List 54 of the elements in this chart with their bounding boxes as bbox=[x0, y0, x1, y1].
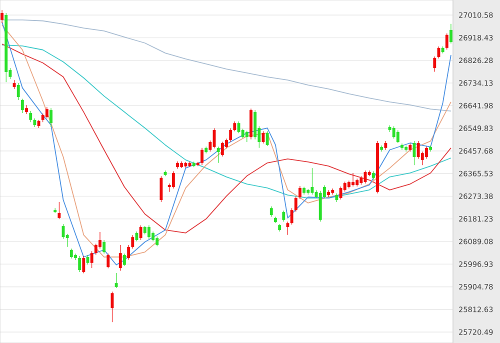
candlestick bbox=[78, 256, 82, 272]
candlestick bbox=[270, 206, 273, 218]
line-series bbox=[2, 44, 452, 198]
candlestick bbox=[352, 172, 354, 187]
candlestick bbox=[433, 56, 436, 72]
candlestick bbox=[282, 210, 286, 222]
candlestick bbox=[131, 234, 134, 249]
candlestick bbox=[139, 225, 142, 240]
candlestick bbox=[449, 24, 452, 44]
candlestick bbox=[16, 82, 20, 100]
candlestick bbox=[118, 244, 122, 272]
candlestick bbox=[396, 130, 400, 144]
candlestick bbox=[50, 108, 52, 128]
candlestick bbox=[123, 253, 126, 266]
candlestick bbox=[25, 104, 28, 114]
candlestick bbox=[327, 190, 330, 198]
candlestick bbox=[102, 240, 106, 254]
candlestick bbox=[172, 170, 175, 189]
candlestick bbox=[294, 196, 298, 212]
candlestick bbox=[290, 208, 294, 225]
candlestick bbox=[400, 143, 404, 150]
candlestick bbox=[229, 128, 232, 142]
candlestick bbox=[298, 186, 302, 200]
candlestick bbox=[94, 243, 98, 256]
candlestick bbox=[233, 121, 236, 132]
candlestick bbox=[127, 244, 130, 260]
candlestick bbox=[98, 232, 102, 249]
candlestick bbox=[416, 140, 420, 160]
candlestick bbox=[70, 248, 73, 259]
line-series bbox=[2, 44, 452, 234]
candlestick bbox=[160, 176, 163, 202]
candlestick bbox=[245, 130, 248, 142]
candlestick bbox=[106, 253, 110, 269]
candlestick bbox=[220, 141, 224, 157]
candlestick bbox=[90, 250, 94, 268]
candlestick bbox=[200, 148, 204, 166]
candlestick bbox=[29, 110, 32, 122]
candlestick bbox=[216, 146, 220, 164]
candlestick bbox=[392, 126, 396, 139]
candlestick bbox=[82, 256, 86, 274]
candlestick bbox=[425, 146, 428, 160]
candlestick bbox=[135, 231, 138, 242]
candlestick bbox=[152, 231, 155, 242]
candlestick bbox=[0, 10, 4, 24]
candlestick bbox=[74, 253, 77, 260]
candlestick bbox=[266, 130, 269, 146]
candlestick bbox=[20, 98, 24, 114]
candlestick bbox=[156, 236, 159, 246]
candlestick bbox=[445, 33, 448, 50]
candlestick bbox=[58, 202, 61, 220]
candlestick bbox=[114, 272, 118, 288]
candlestick bbox=[45, 106, 48, 119]
candlestick bbox=[147, 225, 150, 240]
candlestick bbox=[310, 168, 314, 195]
